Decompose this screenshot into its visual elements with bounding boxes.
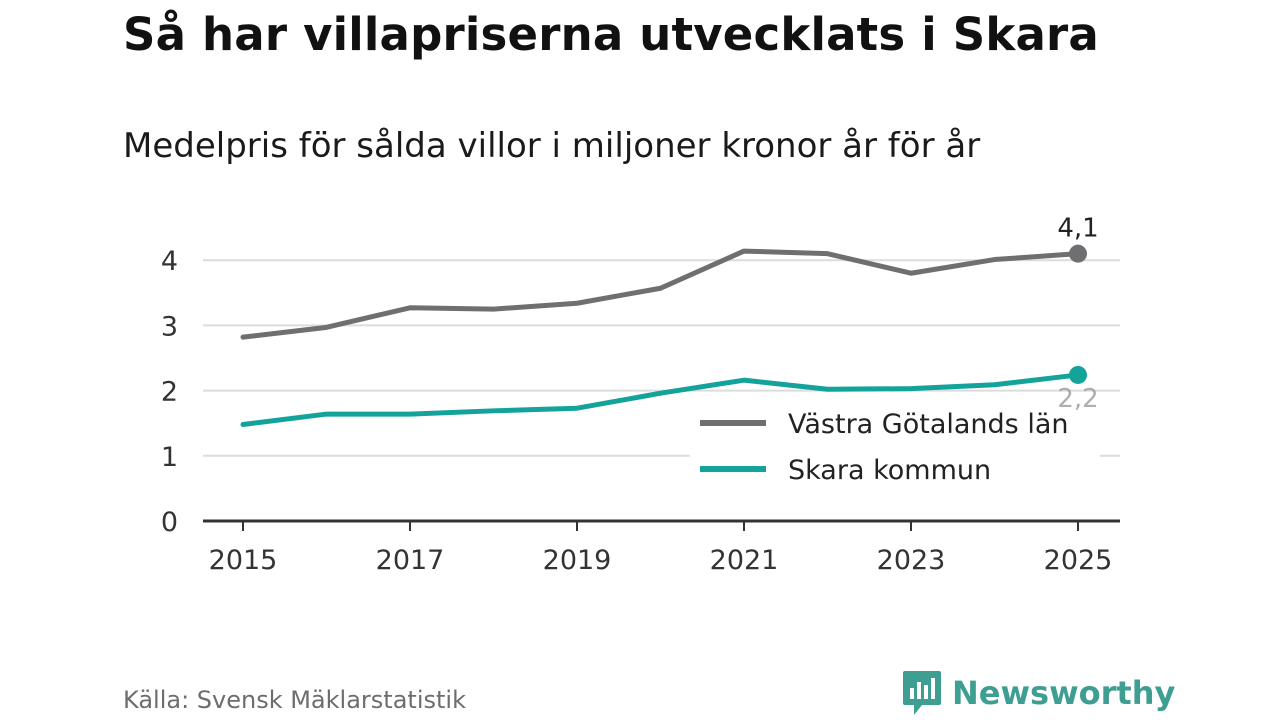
x-tick-label: 2023	[877, 545, 946, 576]
legend-label: Västra Götalands län	[788, 409, 1068, 440]
y-tick-label: 1	[161, 442, 178, 473]
newsworthy-logo-icon	[903, 671, 941, 715]
brand-name: Newsworthy	[952, 674, 1176, 712]
brand-logo: Newsworthy	[902, 670, 1175, 716]
legend-label: Skara kommun	[788, 455, 991, 486]
x-tick-label: 2015	[209, 545, 278, 576]
x-tick-label: 2021	[710, 545, 779, 576]
y-tick-label: 4	[161, 246, 178, 277]
y-tick-label: 0	[161, 507, 178, 538]
x-tick-label: 2019	[543, 545, 612, 576]
x-tick-label: 2017	[376, 545, 445, 576]
source-note: Källa: Svensk Mäklarstatistik	[123, 686, 466, 714]
y-tick-label: 2	[161, 377, 178, 408]
series-line-region	[240, 248, 1081, 340]
end-point-label: 2,2	[1057, 384, 1098, 414]
end-point-marker	[1069, 365, 1087, 384]
legend-background	[690, 398, 1100, 496]
x-tick-label: 2025	[1044, 545, 1113, 576]
series-line-municipality	[240, 372, 1081, 428]
y-tick-label: 3	[161, 311, 178, 342]
end-point-label: 4,1	[1057, 214, 1098, 244]
chart-title: Så har villapriserna utvecklats i Skara	[123, 8, 1099, 61]
chart-subtitle: Medelpris för sålda villor i miljoner kr…	[123, 126, 981, 166]
end-point-marker	[1069, 244, 1087, 263]
